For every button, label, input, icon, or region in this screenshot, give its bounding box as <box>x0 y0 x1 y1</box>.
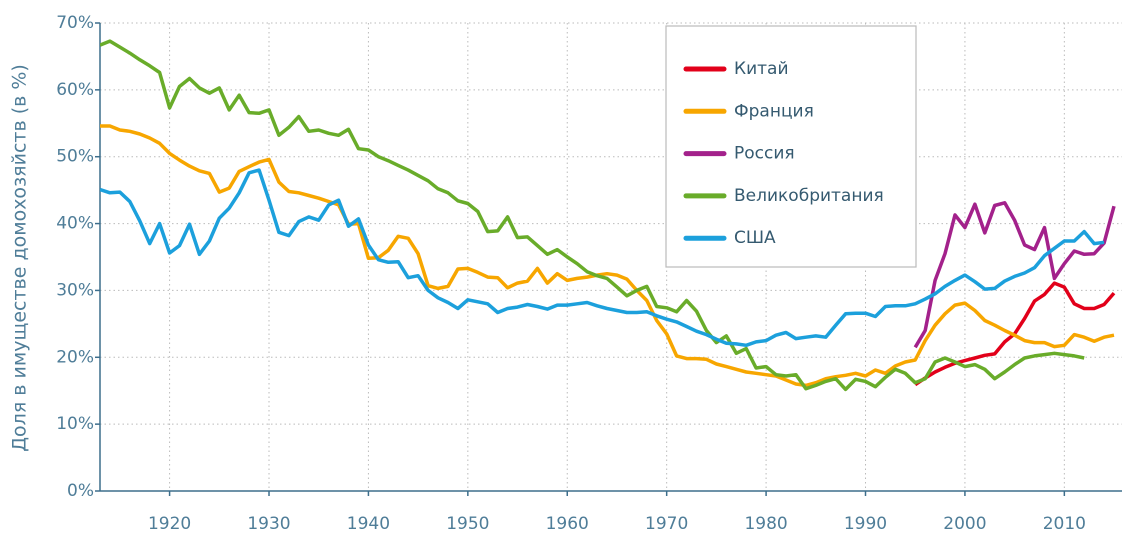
legend-label: Франция <box>734 101 814 121</box>
x-tick-label: 2000 <box>943 514 986 534</box>
x-tick-label: 1930 <box>247 514 290 534</box>
legend-label: США <box>734 228 776 248</box>
legend-label: Китай <box>734 59 789 79</box>
x-tick-label: 1990 <box>844 514 887 534</box>
legend-label: Россия <box>734 144 795 164</box>
legend-box <box>665 25 917 268</box>
x-tick-label: 1940 <box>347 514 390 534</box>
y-tick-label: 20% <box>56 347 94 367</box>
x-tick-label: 1920 <box>148 514 191 534</box>
y-tick-label: 30% <box>56 280 94 300</box>
legend-label: Великобритания <box>734 186 884 206</box>
series-line <box>100 39 1085 392</box>
x-tick-label: 1980 <box>744 514 787 534</box>
y-tick-label: 60% <box>56 80 94 100</box>
x-tick-label: 1970 <box>645 514 688 534</box>
y-tick-label: 70% <box>56 13 94 33</box>
series-line <box>100 168 1105 348</box>
series-line <box>100 124 1115 388</box>
y-tick-label: 10% <box>56 414 94 434</box>
y-tick-label: 0% <box>67 481 94 501</box>
y-tick-label: 40% <box>56 214 94 234</box>
x-tick-label: 1950 <box>446 514 489 534</box>
y-tick-label: 50% <box>56 147 94 167</box>
x-tick-label: 1960 <box>546 514 589 534</box>
series-line <box>913 201 1116 349</box>
x-tick-label: 2010 <box>1043 514 1086 534</box>
y-axis-label: Доля в имуществе домохозяйств (в %) <box>9 64 31 452</box>
